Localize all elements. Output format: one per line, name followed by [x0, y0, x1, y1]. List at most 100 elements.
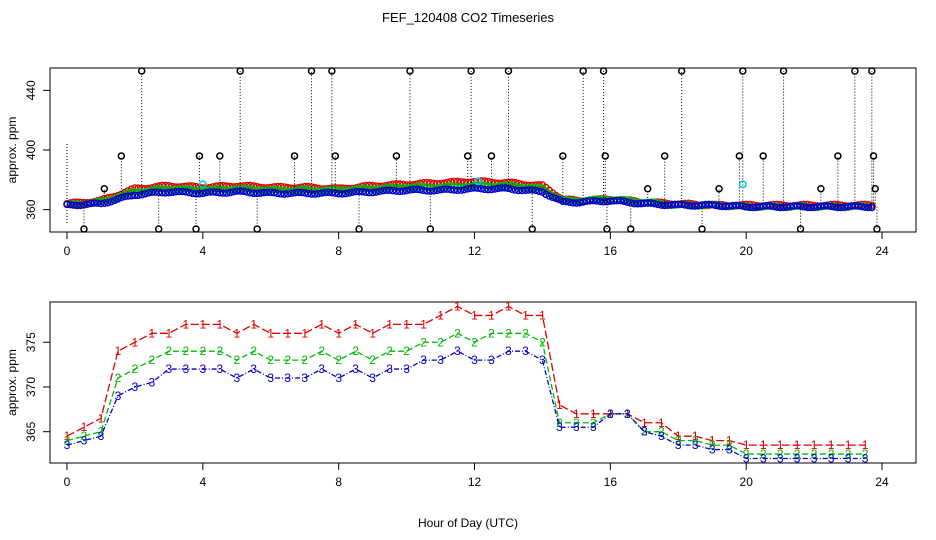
series-3-point: [154, 188, 163, 197]
spike-point: [579, 67, 587, 75]
top-x-tick-label: 24: [875, 244, 889, 258]
series-3-point: [301, 189, 309, 197]
series-3-point: [121, 192, 129, 201]
series-3-point: [691, 202, 699, 210]
series-3-marker: 3: [166, 362, 173, 376]
series-3-marker: 3: [386, 362, 393, 376]
series-3-point: [107, 198, 115, 206]
series-3-point: [477, 185, 486, 193]
series-1-marker: 1: [777, 438, 784, 452]
spike-point: [834, 152, 842, 160]
bottom-x-tick-label: 8: [335, 475, 342, 489]
series-3-point: [834, 203, 842, 212]
series-3-point: [202, 188, 210, 197]
series-3-point: [226, 188, 234, 197]
series-1-marker: 1: [709, 434, 716, 448]
series-1-marker: 1: [98, 411, 105, 425]
series-3-point: [576, 199, 584, 207]
top-y-axis-label: approx. ppm: [5, 117, 19, 184]
series-3-marker: 3: [132, 380, 139, 394]
series-3-point: [270, 189, 278, 197]
spike-point: [559, 152, 567, 160]
series-3-point: [447, 185, 455, 194]
series-3-point: [535, 187, 543, 195]
series-2-marker: 2: [641, 425, 648, 439]
top-y-tick-label: 400: [24, 140, 38, 160]
spike-point: [307, 67, 316, 75]
series-3-point: [178, 187, 187, 196]
series-3-point: [460, 185, 469, 194]
series-3-point: [790, 202, 798, 210]
series-1-marker: 1: [488, 308, 495, 322]
spike-point: [195, 152, 204, 160]
spike-point: [817, 185, 825, 193]
series-2-marker: 2: [64, 434, 71, 448]
series-3-point: [776, 203, 784, 212]
series-2-marker: 2: [301, 353, 308, 367]
series-3-point: [671, 200, 679, 209]
series-3-point: [148, 188, 156, 197]
series-2-marker: 2: [556, 416, 563, 430]
series-3-point: [620, 197, 628, 205]
series-2-marker: 2: [573, 416, 580, 430]
series-2-marker: 2: [149, 353, 156, 367]
series-3-point: [368, 188, 377, 197]
series-2-marker: 2: [471, 335, 478, 349]
series-3-point: [698, 201, 706, 209]
series-2-marker: 2: [267, 353, 274, 367]
series-3-point: [596, 197, 604, 206]
series-3-point: [348, 188, 356, 196]
series-3-point: [531, 186, 540, 195]
series-3-marker: 3: [811, 452, 818, 466]
series-3-point: [87, 199, 95, 208]
bottom-frame: [49, 301, 917, 464]
series-2-marker: 2: [709, 438, 716, 452]
series-3-point: [548, 193, 557, 202]
series-3-point: [667, 201, 676, 209]
series-2-marker: 2: [132, 362, 139, 376]
series-3-point: [565, 198, 574, 206]
series-2-marker: 2: [845, 447, 852, 461]
series-3-point: [317, 189, 326, 197]
series-3-marker: 3: [471, 353, 478, 367]
series-3-point: [182, 188, 190, 196]
series-1-marker: 1: [505, 299, 512, 313]
series-3-point: [260, 188, 268, 197]
series-3-point: [633, 200, 642, 208]
series-3-point: [793, 202, 801, 210]
series-3-marker: 3: [267, 371, 274, 385]
series-1-marker: 1: [115, 344, 122, 358]
series-3-point: [688, 202, 696, 210]
series-1-marker: 1: [726, 434, 733, 448]
series-3-point: [199, 189, 207, 198]
series-3-point: [813, 202, 822, 211]
spike-point: [290, 152, 299, 160]
series-3-point: [545, 192, 553, 200]
series-3-point: [284, 190, 292, 198]
series-3-marker: 3: [845, 452, 852, 466]
series-3-marker: 3: [216, 362, 223, 376]
series-3-point: [745, 203, 754, 212]
series-3-marker: 3: [454, 344, 461, 358]
series-2-marker: 2: [98, 425, 105, 439]
series-3-point: [175, 187, 183, 196]
series-3-point: [810, 203, 818, 211]
series-3-marker: 3: [284, 371, 291, 385]
series-2-marker: 2: [760, 447, 767, 461]
series-3-point: [379, 186, 387, 195]
series-1-marker: 1: [539, 308, 546, 322]
series-1-marker: 1: [437, 308, 444, 322]
series-3-point: [436, 186, 445, 194]
series-3-point: [844, 202, 852, 211]
series-3-point: [416, 186, 424, 194]
series-3-point: [484, 185, 492, 194]
spike-point: [463, 152, 472, 160]
series-1-marker: 1: [166, 326, 173, 340]
top-x-tick-label: 16: [604, 244, 618, 258]
series-3-marker: 3: [199, 362, 206, 376]
series-3-point: [766, 202, 774, 210]
series-2-line: [66, 332, 866, 455]
series-3-point: [827, 202, 835, 211]
series-3-point: [803, 203, 812, 212]
series-1-marker: 1: [828, 438, 835, 452]
